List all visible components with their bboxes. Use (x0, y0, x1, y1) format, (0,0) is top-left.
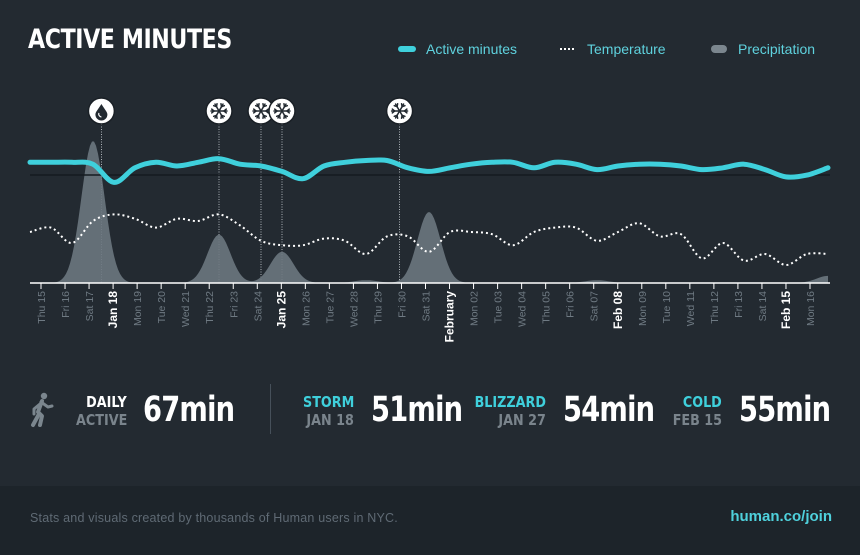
legend-dotted-swatch (560, 48, 576, 50)
x-tick-label: Feb 15 (779, 291, 793, 329)
x-tick-label: Sat 24 (252, 291, 264, 322)
stats-divider (270, 384, 271, 434)
x-tick-label: Mon 16 (805, 291, 817, 326)
x-tick-label: Fri 13 (733, 291, 745, 318)
precipitation-area (30, 141, 828, 283)
x-tick-label: Thu 15 (36, 291, 48, 324)
x-tick-label: Mon 09 (637, 291, 649, 326)
x-tick-label: Fri 23 (228, 291, 240, 318)
legend-precipitation: Precipitation (710, 41, 815, 57)
snowflake-icon (385, 97, 414, 125)
join-link[interactable]: human.co/join (730, 508, 832, 525)
x-tick-label: Sat 07 (589, 291, 601, 322)
x-tick-label: Jan 18 (106, 291, 120, 329)
x-tick-label: Sat 14 (757, 291, 769, 322)
cold-date: FEB 15 (672, 411, 722, 429)
chart-plot: Thu 15 Fri 16 Sat 17 Jan 18 Mon 19 Tue 20 Wed … (27, 97, 831, 343)
x-tick-label: Mon 19 (132, 291, 144, 326)
x-tick-label: Mon 02 (469, 291, 481, 326)
blizzard-date: JAN 27 (498, 411, 546, 429)
snowflake-icon (247, 97, 275, 125)
legend-label: Temperature (587, 41, 666, 57)
snowflake-icon (268, 97, 296, 125)
footer-credit: Stats and visuals created by thousands o… (30, 511, 398, 525)
x-tick-label: Wed 28 (348, 291, 360, 327)
raindrop-icon (87, 97, 116, 125)
legend-label: Precipitation (738, 41, 816, 57)
x-tick-label: Tue 10 (661, 291, 673, 323)
cold-value: 55min (739, 390, 831, 430)
chart-title: ACTIVE MINUTES (28, 24, 232, 55)
x-tick-label: Sat 17 (84, 291, 96, 322)
x-tick-label: Thu 12 (709, 291, 721, 324)
x-tick-label: Fri 06 (565, 291, 577, 318)
walking-person-icon (31, 392, 54, 427)
blizzard-label: BLIZZARD (474, 393, 546, 411)
x-tick-label: Wed 21 (180, 291, 192, 327)
active-minutes-line (27, 156, 831, 185)
x-tick-label: Thu 05 (541, 291, 553, 324)
x-tick-label: Sat 31 (421, 291, 433, 322)
x-tick-label: Jan 25 (274, 291, 288, 329)
x-tick-label: Fri 30 (396, 291, 408, 318)
x-tick-label: Fri 16 (60, 291, 72, 318)
x-tick-label: Feb 08 (611, 291, 625, 329)
snowflake-icon (205, 97, 233, 125)
x-tick-label: Tue 03 (493, 291, 505, 323)
cold-label: COLD (683, 393, 722, 411)
x-tick-label: Wed 11 (685, 291, 697, 326)
daily-label: DAILY (86, 393, 127, 411)
x-tick-label: Tue 27 (324, 291, 336, 323)
legend-area-swatch (711, 45, 727, 53)
legend-active-minutes: Active minutes (398, 41, 517, 57)
legend-line-swatch (398, 46, 416, 52)
x-tick-label: February (443, 291, 457, 343)
footer: Stats and visuals created by thousands o… (0, 486, 860, 555)
daily-sublabel: ACTIVE (75, 411, 127, 429)
x-tick-label: Wed 04 (517, 291, 529, 327)
storm-value: 51min (371, 390, 463, 430)
storm-label: STORM (302, 393, 354, 411)
legend-label: Active minutes (426, 41, 518, 57)
x-tick-label: Thu 29 (372, 291, 384, 324)
x-tick-label: Tue 20 (156, 291, 168, 323)
storm-date: JAN 18 (306, 411, 354, 429)
x-tick-label: Thu 22 (204, 291, 216, 324)
legend-temperature: Temperature (559, 41, 666, 57)
blizzard-value: 54min (563, 390, 655, 430)
daily-value: 67min (143, 390, 235, 430)
x-tick-label: Mon 26 (300, 291, 312, 326)
